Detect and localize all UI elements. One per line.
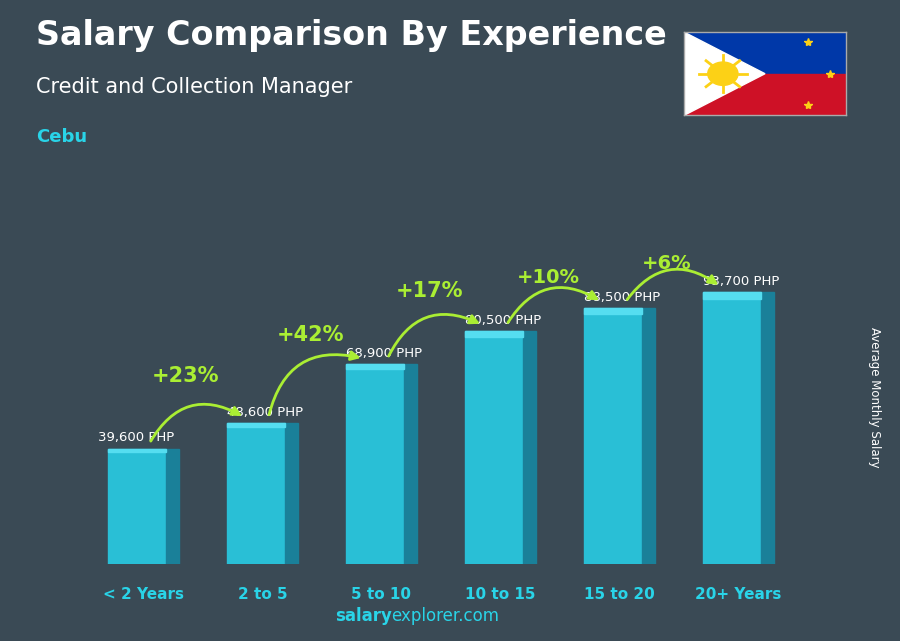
Bar xyxy=(227,423,285,564)
Text: +6%: +6% xyxy=(643,254,692,273)
Text: 88,500 PHP: 88,500 PHP xyxy=(584,290,660,304)
Text: +42%: +42% xyxy=(276,325,344,345)
Bar xyxy=(346,364,404,564)
Bar xyxy=(584,308,643,564)
Text: Cebu: Cebu xyxy=(36,128,87,146)
Bar xyxy=(684,32,846,74)
Text: 2 to 5: 2 to 5 xyxy=(238,587,287,603)
Text: +23%: +23% xyxy=(151,365,219,385)
Text: 80,500 PHP: 80,500 PHP xyxy=(464,313,541,327)
Text: 68,900 PHP: 68,900 PHP xyxy=(346,347,422,360)
Bar xyxy=(464,331,524,337)
Text: 10 to 15: 10 to 15 xyxy=(465,587,536,603)
Text: 15 to 20: 15 to 20 xyxy=(584,587,655,603)
Text: 20+ Years: 20+ Years xyxy=(696,587,782,603)
Text: 93,700 PHP: 93,700 PHP xyxy=(703,276,779,288)
Circle shape xyxy=(707,62,738,85)
Bar xyxy=(584,308,643,314)
Bar xyxy=(703,292,761,299)
Text: salary: salary xyxy=(335,607,392,625)
Bar xyxy=(404,364,418,564)
Bar xyxy=(285,423,298,564)
Text: < 2 Years: < 2 Years xyxy=(103,587,184,603)
Text: explorer.com: explorer.com xyxy=(392,607,500,625)
Polygon shape xyxy=(684,32,765,115)
Bar xyxy=(108,449,166,452)
Text: +10%: +10% xyxy=(517,269,580,287)
Bar xyxy=(166,449,179,564)
Text: Salary Comparison By Experience: Salary Comparison By Experience xyxy=(36,19,667,52)
Text: +17%: +17% xyxy=(395,281,463,301)
Bar xyxy=(703,292,761,564)
Text: Credit and Collection Manager: Credit and Collection Manager xyxy=(36,77,352,97)
Text: 5 to 10: 5 to 10 xyxy=(352,587,411,603)
Bar xyxy=(346,364,404,369)
Bar xyxy=(524,331,536,564)
Text: Average Monthly Salary: Average Monthly Salary xyxy=(868,327,881,468)
Bar xyxy=(643,308,655,564)
Text: 39,600 PHP: 39,600 PHP xyxy=(98,431,175,444)
Text: 48,600 PHP: 48,600 PHP xyxy=(227,406,303,419)
Bar xyxy=(684,74,846,115)
Bar xyxy=(227,423,285,427)
Bar xyxy=(464,331,524,564)
Bar xyxy=(108,449,166,564)
Bar xyxy=(761,292,774,564)
